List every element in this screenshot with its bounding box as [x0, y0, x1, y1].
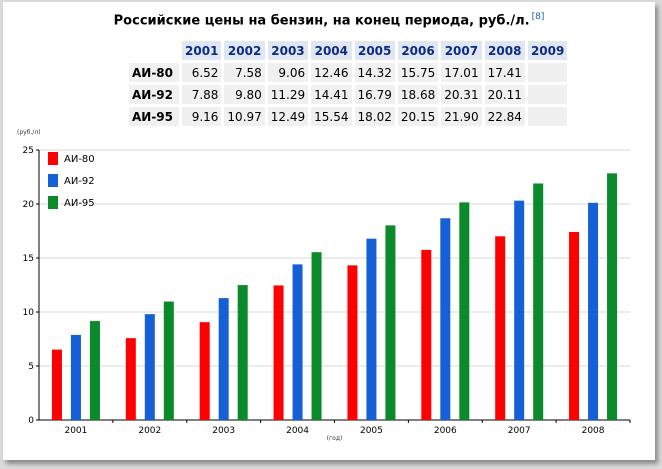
fuel-label: АИ-92 — [129, 85, 180, 104]
chart-title: Российские цены на бензин, на конец пери… — [3, 12, 655, 28]
price-table: 2001 2002 2003 2004 2005 2006 2007 2008 2009 АИ-8… — [126, 38, 570, 129]
price-cell — [527, 63, 568, 82]
fuel-label: АИ-95 — [129, 107, 180, 126]
x-tick-label: 2001 — [64, 426, 87, 436]
bar-аи-95 — [533, 183, 544, 420]
price-cell: 10.97 — [224, 107, 265, 126]
bar-аи-92 — [440, 218, 451, 420]
title-text: Российские цены на бензин, на конец пери… — [113, 13, 530, 29]
price-cell: 9.16 — [182, 107, 222, 126]
price-cell — [527, 107, 568, 126]
y-tick-label: 25 — [23, 146, 34, 156]
bar-аи-95 — [311, 252, 322, 420]
price-cell: 15.54 — [311, 107, 352, 126]
year-header: 2004 — [311, 41, 352, 60]
x-tick-label: 2005 — [360, 426, 383, 436]
table-header-row: 2001 2002 2003 2004 2005 2006 2007 2008 2009 — [129, 41, 568, 60]
y-tick-label: 10 — [23, 308, 35, 318]
x-axis-label: (год) — [327, 435, 343, 442]
year-header: 2009 — [527, 41, 568, 60]
chart-frame: Российские цены на бензин, на конец пери… — [3, 2, 655, 460]
x-tick-label: 2003 — [212, 426, 235, 436]
price-cell: 11.29 — [267, 85, 309, 104]
price-cell: 16.79 — [354, 85, 395, 104]
table-row: АИ-92 7.88 9.80 11.29 14.41 16.79 18.68 20.31 20… — [129, 85, 568, 104]
x-tick-label: 2002 — [138, 426, 161, 436]
price-cell: 7.58 — [224, 63, 265, 82]
bar-аи-80 — [569, 231, 580, 420]
year-header: 2006 — [397, 41, 439, 60]
x-tick-label: 2004 — [286, 426, 309, 436]
bar-аи-95 — [607, 173, 618, 420]
price-cell: 14.41 — [311, 85, 352, 104]
bar-аи-80 — [51, 349, 62, 420]
price-cell: 14.32 — [354, 63, 395, 82]
price-cell: 22.84 — [484, 107, 525, 126]
fuel-label: АИ-80 — [129, 63, 180, 82]
year-header: 2001 — [182, 41, 222, 60]
price-cell: 15.75 — [397, 63, 439, 82]
legend-label: АИ-92 — [64, 176, 95, 187]
reference-link[interactable]: [8] — [531, 12, 545, 22]
bar-аи-95 — [89, 321, 100, 420]
bar-аи-92 — [588, 202, 599, 420]
bar-аи-92 — [70, 334, 81, 420]
bar-аи-80 — [421, 249, 432, 420]
bar-аи-80 — [273, 285, 284, 420]
bar-аи-92 — [292, 264, 303, 420]
bar-аи-95 — [385, 225, 396, 420]
table-corner — [129, 41, 180, 60]
bar-аи-92 — [514, 200, 525, 420]
year-header: 2007 — [441, 41, 482, 60]
bar-аи-80 — [347, 265, 358, 420]
legend-swatch — [48, 152, 58, 165]
price-cell: 7.88 — [182, 85, 222, 104]
price-cell: 18.02 — [354, 107, 395, 126]
price-cell — [527, 85, 568, 104]
x-tick-label: 2006 — [434, 426, 457, 436]
price-cell: 17.41 — [484, 63, 525, 82]
price-cell: 17.01 — [441, 63, 482, 82]
y-tick-label: 15 — [23, 254, 34, 264]
price-cell: 12.49 — [267, 107, 309, 126]
bar-аи-92 — [144, 314, 155, 420]
y-tick-label: 5 — [28, 362, 34, 372]
price-cell: 12.46 — [311, 63, 352, 82]
y-tick-label: 0 — [28, 416, 34, 426]
bar-аи-95 — [163, 301, 174, 420]
bar-аи-95 — [459, 202, 470, 420]
year-header: 2005 — [354, 41, 395, 60]
price-cell: 20.31 — [441, 85, 482, 104]
x-tick-label: 2008 — [582, 426, 605, 436]
price-cell: 18.68 — [397, 85, 439, 104]
bar-аи-80 — [199, 322, 210, 420]
legend-label: АИ-80 — [64, 154, 95, 165]
price-cell: 20.15 — [397, 107, 439, 126]
y-axis-label: (руб./л) — [17, 129, 41, 136]
table-row: АИ-95 9.16 10.97 12.49 15.54 18.02 20.15 21.90 2… — [129, 107, 568, 126]
year-header: 2002 — [224, 41, 265, 60]
year-header: 2008 — [484, 41, 525, 60]
table-row: АИ-80 6.52 7.58 9.06 12.46 14.32 15.75 17.01 17.… — [129, 63, 568, 82]
price-cell: 20.11 — [484, 85, 525, 104]
price-cell: 9.80 — [224, 85, 265, 104]
legend-label: АИ-95 — [64, 198, 95, 209]
bar-chart: 0 5 10 15 20 25 (руб./л) (год) 2001 2002 2003 2004 2… — [17, 129, 631, 442]
bar-аи-80 — [495, 236, 506, 420]
y-tick-label: 20 — [23, 200, 35, 210]
year-header: 2003 — [267, 41, 309, 60]
bar-аи-92 — [366, 238, 377, 420]
bar-аи-80 — [125, 338, 136, 420]
price-cell: 21.90 — [441, 107, 482, 126]
price-cell: 6.52 — [182, 63, 222, 82]
x-tick-label: 2007 — [508, 426, 531, 436]
legend-swatch — [48, 174, 58, 187]
bar-аи-92 — [218, 298, 229, 420]
price-cell: 9.06 — [267, 63, 309, 82]
bar-аи-95 — [237, 285, 248, 420]
legend-swatch — [48, 196, 58, 209]
